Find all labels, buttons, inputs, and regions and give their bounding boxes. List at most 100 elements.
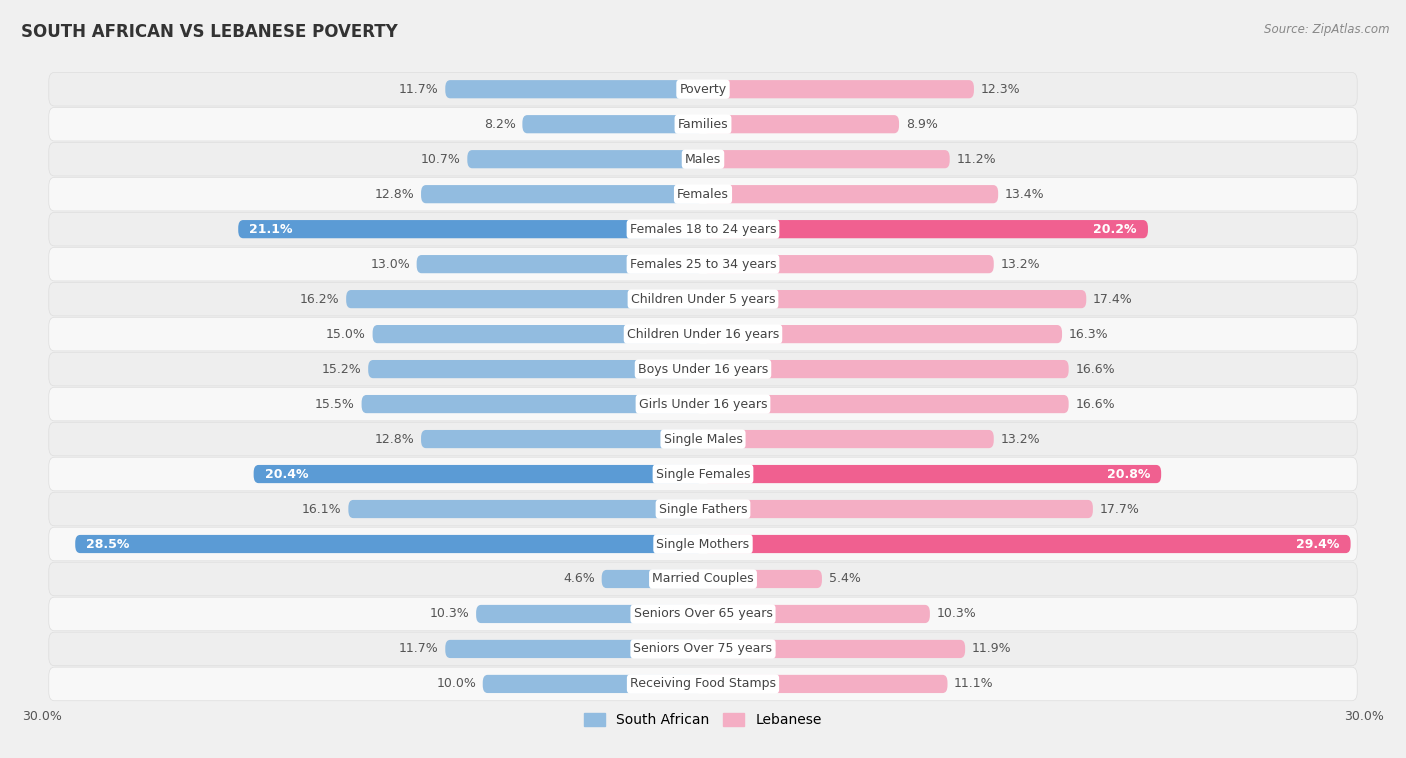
- FancyBboxPatch shape: [361, 395, 703, 413]
- FancyBboxPatch shape: [49, 528, 1357, 561]
- Text: 15.5%: 15.5%: [315, 398, 354, 411]
- FancyBboxPatch shape: [446, 640, 703, 658]
- Text: 8.9%: 8.9%: [905, 117, 938, 130]
- Text: Families: Families: [678, 117, 728, 130]
- Text: 12.8%: 12.8%: [374, 433, 415, 446]
- Text: Children Under 5 years: Children Under 5 years: [631, 293, 775, 305]
- Text: Girls Under 16 years: Girls Under 16 years: [638, 398, 768, 411]
- Text: Children Under 16 years: Children Under 16 years: [627, 327, 779, 340]
- Text: Source: ZipAtlas.com: Source: ZipAtlas.com: [1264, 23, 1389, 36]
- FancyBboxPatch shape: [238, 220, 703, 238]
- FancyBboxPatch shape: [703, 675, 948, 693]
- Text: 20.8%: 20.8%: [1107, 468, 1150, 481]
- FancyBboxPatch shape: [49, 177, 1357, 211]
- FancyBboxPatch shape: [49, 108, 1357, 141]
- Text: 15.2%: 15.2%: [322, 362, 361, 375]
- FancyBboxPatch shape: [346, 290, 703, 309]
- FancyBboxPatch shape: [49, 247, 1357, 281]
- Text: 13.4%: 13.4%: [1005, 188, 1045, 201]
- FancyBboxPatch shape: [49, 282, 1357, 316]
- FancyBboxPatch shape: [523, 115, 703, 133]
- Text: 10.0%: 10.0%: [436, 678, 477, 691]
- FancyBboxPatch shape: [368, 360, 703, 378]
- Text: 11.7%: 11.7%: [399, 83, 439, 96]
- Text: 11.9%: 11.9%: [972, 643, 1011, 656]
- Text: 11.2%: 11.2%: [956, 152, 995, 166]
- Text: 16.2%: 16.2%: [299, 293, 339, 305]
- Text: 15.0%: 15.0%: [326, 327, 366, 340]
- FancyBboxPatch shape: [602, 570, 703, 588]
- Text: 17.7%: 17.7%: [1099, 503, 1139, 515]
- Text: Receiving Food Stamps: Receiving Food Stamps: [630, 678, 776, 691]
- Text: Married Couples: Married Couples: [652, 572, 754, 585]
- FancyBboxPatch shape: [703, 255, 994, 273]
- Text: 20.2%: 20.2%: [1094, 223, 1137, 236]
- FancyBboxPatch shape: [420, 185, 703, 203]
- Text: 29.4%: 29.4%: [1296, 537, 1340, 550]
- FancyBboxPatch shape: [703, 360, 1069, 378]
- FancyBboxPatch shape: [373, 325, 703, 343]
- Text: 20.4%: 20.4%: [264, 468, 308, 481]
- Text: Seniors Over 65 years: Seniors Over 65 years: [634, 607, 772, 621]
- FancyBboxPatch shape: [49, 387, 1357, 421]
- FancyBboxPatch shape: [703, 395, 1069, 413]
- Text: Females 18 to 24 years: Females 18 to 24 years: [630, 223, 776, 236]
- FancyBboxPatch shape: [446, 80, 703, 99]
- Text: 8.2%: 8.2%: [484, 117, 516, 130]
- Text: 5.4%: 5.4%: [828, 572, 860, 585]
- FancyBboxPatch shape: [703, 640, 965, 658]
- FancyBboxPatch shape: [703, 185, 998, 203]
- FancyBboxPatch shape: [703, 535, 1351, 553]
- Text: Seniors Over 75 years: Seniors Over 75 years: [634, 643, 772, 656]
- FancyBboxPatch shape: [49, 457, 1357, 491]
- FancyBboxPatch shape: [49, 318, 1357, 351]
- Text: Single Mothers: Single Mothers: [657, 537, 749, 550]
- Text: 13.2%: 13.2%: [1001, 433, 1040, 446]
- FancyBboxPatch shape: [703, 500, 1092, 518]
- Text: Single Females: Single Females: [655, 468, 751, 481]
- Text: 13.0%: 13.0%: [370, 258, 411, 271]
- FancyBboxPatch shape: [482, 675, 703, 693]
- FancyBboxPatch shape: [49, 597, 1357, 631]
- Text: 16.6%: 16.6%: [1076, 362, 1115, 375]
- FancyBboxPatch shape: [703, 605, 929, 623]
- Text: 11.7%: 11.7%: [399, 643, 439, 656]
- FancyBboxPatch shape: [703, 465, 1161, 483]
- FancyBboxPatch shape: [477, 605, 703, 623]
- Legend: South African, Lebanese: South African, Lebanese: [579, 708, 827, 733]
- FancyBboxPatch shape: [49, 422, 1357, 456]
- FancyBboxPatch shape: [703, 115, 898, 133]
- Text: Single Fathers: Single Fathers: [659, 503, 747, 515]
- FancyBboxPatch shape: [703, 220, 1147, 238]
- FancyBboxPatch shape: [49, 667, 1357, 700]
- FancyBboxPatch shape: [75, 535, 703, 553]
- Text: 10.7%: 10.7%: [420, 152, 461, 166]
- Text: 11.1%: 11.1%: [955, 678, 994, 691]
- Text: Females 25 to 34 years: Females 25 to 34 years: [630, 258, 776, 271]
- Text: 10.3%: 10.3%: [430, 607, 470, 621]
- Text: SOUTH AFRICAN VS LEBANESE POVERTY: SOUTH AFRICAN VS LEBANESE POVERTY: [21, 23, 398, 41]
- Text: 21.1%: 21.1%: [249, 223, 292, 236]
- Text: Poverty: Poverty: [679, 83, 727, 96]
- FancyBboxPatch shape: [49, 352, 1357, 386]
- Text: Single Males: Single Males: [664, 433, 742, 446]
- FancyBboxPatch shape: [703, 150, 949, 168]
- Text: 28.5%: 28.5%: [86, 537, 129, 550]
- Text: 16.3%: 16.3%: [1069, 327, 1108, 340]
- Text: Females: Females: [678, 188, 728, 201]
- FancyBboxPatch shape: [49, 562, 1357, 596]
- FancyBboxPatch shape: [253, 465, 703, 483]
- FancyBboxPatch shape: [49, 632, 1357, 666]
- FancyBboxPatch shape: [349, 500, 703, 518]
- FancyBboxPatch shape: [49, 73, 1357, 106]
- Text: 16.6%: 16.6%: [1076, 398, 1115, 411]
- FancyBboxPatch shape: [703, 325, 1062, 343]
- Text: 13.2%: 13.2%: [1001, 258, 1040, 271]
- FancyBboxPatch shape: [703, 80, 974, 99]
- Text: 12.3%: 12.3%: [980, 83, 1021, 96]
- Text: 16.1%: 16.1%: [302, 503, 342, 515]
- FancyBboxPatch shape: [49, 143, 1357, 176]
- FancyBboxPatch shape: [467, 150, 703, 168]
- Text: Boys Under 16 years: Boys Under 16 years: [638, 362, 768, 375]
- FancyBboxPatch shape: [49, 492, 1357, 526]
